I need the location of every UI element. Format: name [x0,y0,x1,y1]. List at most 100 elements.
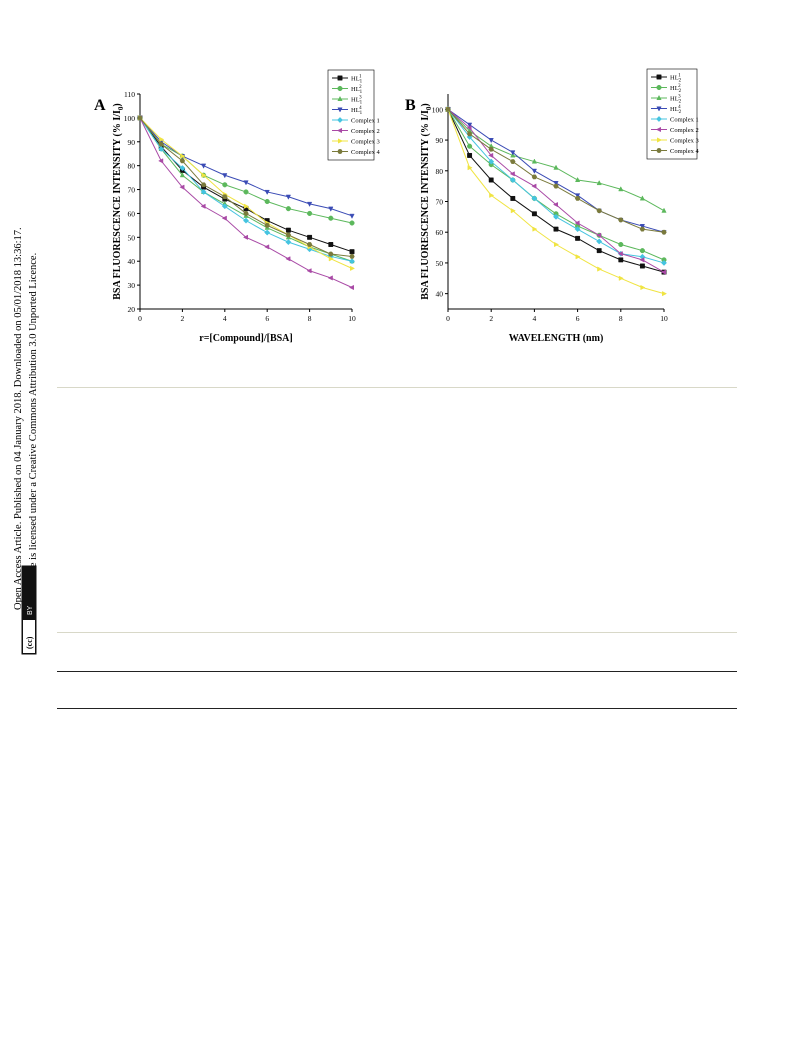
data-point [306,201,313,207]
data-point [488,138,494,144]
y-tick-label: 100 [124,114,136,123]
legend-swatch-marker [336,127,343,134]
data-point [328,215,334,221]
x-tick-label: 8 [619,314,623,323]
data-point [596,232,602,238]
sidebar-line-1: Open Access Article. Published on 04 Jan… [13,227,24,610]
table-rule-bottom [57,708,737,709]
data-point [180,153,186,159]
legend-swatch-marker [655,126,662,133]
x-tick-label: 2 [181,314,185,323]
legend-item: Complex 4 [651,148,699,155]
data-point [243,203,250,209]
y-tick-label: 90 [128,138,136,147]
legend-swatch-marker [656,84,662,91]
legend-item: HL12 [332,85,363,95]
data-point [617,251,623,257]
series-line [447,109,665,295]
data-point [285,239,292,246]
data-point [222,194,228,200]
data-point [349,220,355,226]
legend-label: HL11 [351,75,363,85]
legend-label: Complex 4 [670,148,699,155]
x-tick-label: 8 [308,314,312,323]
data-point [222,173,228,179]
data-point [285,227,291,233]
legend-swatch-marker [656,137,663,143]
data-point [307,210,313,217]
data-point [328,251,334,257]
legend-item: HL22 [651,84,682,94]
legend-item: Complex 3 [332,138,380,146]
data-point [575,254,581,260]
series-complex-3 [445,106,668,297]
data-point [531,183,537,189]
data-point [243,217,249,224]
sidebar-line-2: This article is licensed under a Creativ… [28,253,39,610]
y-tick-label: 110 [124,90,135,99]
legend-label: Complex 4 [351,149,380,156]
y-tick-label: 20 [128,305,136,314]
data-point [158,141,164,147]
data-point [328,206,334,212]
legend-item: HL14 [332,106,363,116]
data-point [553,213,559,220]
table-rule-top [57,671,737,672]
data-point [445,107,451,112]
legend-swatch-marker [337,138,344,144]
data-point [509,177,516,183]
x-tick-label: 10 [660,314,668,323]
by-label: BY [27,605,34,615]
legend-label: Complex 3 [351,139,380,146]
data-point [553,241,560,248]
data-point [264,223,270,228]
legend-label: Complex 1 [670,117,699,124]
y-tick-label: 80 [436,167,444,176]
data-point [349,254,355,259]
data-point [179,158,186,164]
open-access-sidebar: Open Access Article. Published on 04 Jan… [13,227,39,655]
data-point [553,181,559,187]
series-line [139,117,353,288]
data-point [618,217,624,223]
legend-item: HL23 [651,95,682,105]
data-point [349,213,355,219]
data-point [510,195,516,201]
data-point [221,203,228,210]
y-axis-label: BSA FLUORESCENCE INTENSITY (% I/I0) [420,103,433,300]
series-complex-2 [136,115,355,291]
data-point [661,229,667,235]
legend-label: Complex 3 [670,138,699,145]
data-point [639,226,646,232]
data-point [596,179,602,186]
legend-swatch-marker [337,95,343,102]
data-point [574,193,581,199]
data-point [553,164,559,170]
data-point [349,258,355,265]
data-point [509,171,515,177]
data-point [531,211,537,217]
data-point [574,226,581,233]
data-point [200,182,207,188]
x-tick-label: 4 [533,314,537,323]
data-point [200,203,206,209]
data-point [639,224,646,230]
legend-label: HL12 [351,85,363,95]
x-tick-label: 2 [489,314,493,323]
data-point [575,235,581,241]
y-tick-label: 70 [128,186,136,195]
data-point [639,248,645,254]
data-point [285,206,291,212]
series-line [139,117,353,217]
series-complex-4 [137,115,355,259]
legend-item: Complex 2 [651,126,699,134]
series-line [447,109,665,212]
data-point [242,234,249,240]
data-point [328,242,334,247]
data-point [488,177,494,183]
data-point [264,244,270,250]
cc-by-badge[interactable]: (cc) BY [21,565,37,655]
data-point [307,234,313,240]
data-point [574,196,581,201]
